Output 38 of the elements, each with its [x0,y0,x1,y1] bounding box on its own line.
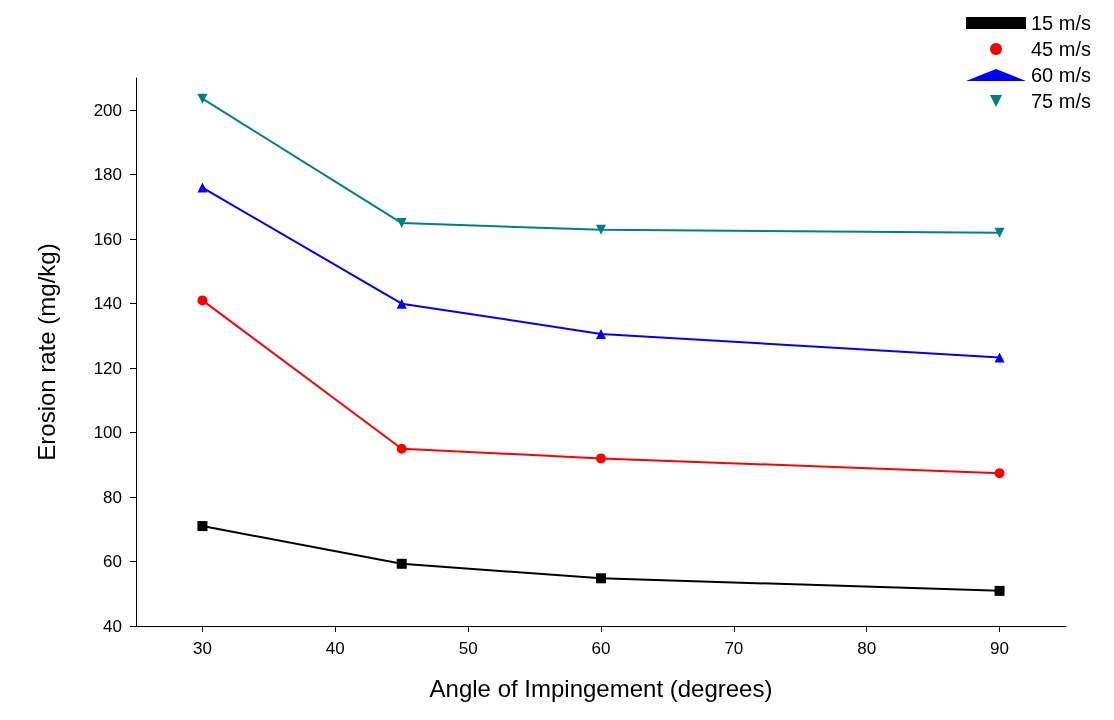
y-tick-label: 120 [93,358,122,378]
y-tick-label: 80 [103,487,122,507]
legend-label: 45 m/s [1030,38,1092,60]
point [994,585,1005,596]
y-tick-label: 140 [93,294,122,314]
point [396,298,407,309]
point [396,218,407,229]
y-tick-label: 40 [103,616,122,636]
legend-label: 75 m/s [1030,90,1092,112]
y-tick-label: 200 [93,100,122,120]
x-tick-label: 50 [458,639,478,658]
y-axis-title: Erosion rate (mg/kg) [32,243,60,461]
y-tick-label: 160 [93,229,122,249]
point [197,295,208,306]
y-tick-label: 180 [93,165,122,185]
point [197,182,208,193]
x-tick-label: 60 [591,639,611,658]
x-tick-label: 30 [192,639,212,658]
x-tick-label: 70 [724,639,744,658]
point [396,558,407,569]
point [596,573,606,584]
point [596,328,606,339]
point [596,224,606,235]
legend-label: 15 m/s [1030,12,1092,34]
y-tick-label: 100 [93,423,122,443]
point [197,521,208,532]
point [197,93,208,104]
point [994,352,1005,363]
y-tick-label: 60 [103,552,122,572]
point [596,453,606,464]
point [994,468,1005,479]
x-axis-title: Angle of Impingement (degrees) [429,674,773,702]
x-tick-label: 90 [990,639,1010,658]
x-tick-label: 40 [325,639,345,658]
x-tick-label: 80 [857,639,877,658]
point [396,443,407,454]
point [994,227,1005,238]
legend-label: 60 m/s [1030,64,1092,86]
